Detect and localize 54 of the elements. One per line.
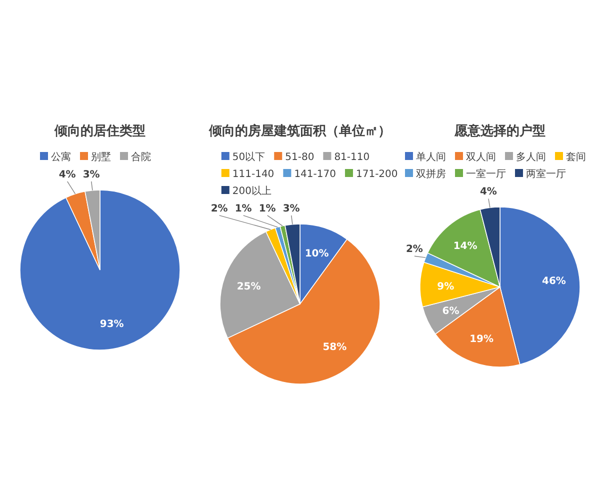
data-label: 93%: [100, 319, 124, 330]
legend-label: 51-80: [285, 152, 314, 163]
legend-label: 200以上: [232, 185, 272, 197]
chart-title: 倾向的居住类型: [54, 124, 146, 139]
data-label: 3%: [82, 169, 100, 180]
legend-label: 别墅: [91, 152, 111, 163]
data-label: 9%: [437, 281, 454, 292]
legend-item: 双人间: [455, 152, 496, 163]
legend-item: 51-80: [274, 152, 314, 163]
data-label: 2%: [210, 203, 228, 214]
data-label: 25%: [236, 282, 261, 293]
data-label: 3%: [282, 203, 300, 214]
legend-label: 套间: [566, 151, 586, 163]
legend-item: 81-110: [323, 152, 370, 163]
legend-item: 两室一厅: [515, 169, 566, 180]
data-label: 6%: [442, 306, 460, 318]
legend-item: 141-170: [283, 169, 336, 180]
legend-label: 公寓: [51, 151, 71, 163]
legend-label: 两室一厅: [526, 168, 566, 180]
data-label: 58%: [322, 342, 347, 353]
legend-item: 单人间: [405, 152, 446, 163]
legend-item: 套间: [555, 152, 586, 163]
data-label: 4%: [480, 186, 497, 198]
legend-item: 双拼房: [405, 169, 446, 180]
legend-item: 171-200: [344, 169, 398, 180]
chart-title: 愿意选择的户型: [454, 123, 546, 139]
data-label: 1%: [234, 203, 252, 214]
legend-item: 合院: [120, 152, 151, 163]
legend-label: 单人间: [416, 151, 446, 163]
legend-item: 一室一厅: [455, 169, 506, 180]
data-label: 14%: [453, 241, 478, 252]
data-label: 4%: [58, 169, 76, 180]
legend-label: 141-170: [294, 169, 336, 180]
data-label: 1%: [258, 203, 276, 214]
legend-label: 111-140: [232, 169, 274, 180]
legend-item: 公寓: [40, 152, 71, 163]
legend-item: 多人间: [505, 152, 546, 163]
legend-item: 200以上: [221, 186, 272, 197]
legend-label: 双拼房: [416, 168, 446, 180]
data-label: 19%: [470, 334, 494, 346]
data-label: 46%: [542, 276, 566, 288]
legend-label: 一室一厅: [466, 168, 506, 180]
legend-label: 50以下: [232, 151, 266, 163]
legend-label: 多人间: [516, 151, 546, 163]
data-label: 10%: [304, 248, 329, 260]
legend-label: 81-110: [334, 152, 370, 163]
legend-item: 50以下: [221, 152, 266, 163]
chart-title: 倾向的房屋建筑面积（单位㎡）: [208, 123, 391, 139]
legend-label: 双人间: [466, 151, 496, 163]
legend-item: 111-140: [221, 169, 274, 180]
data-label: 2%: [406, 244, 423, 256]
legend-item: 别墅: [80, 152, 111, 163]
legend-label: 171-200: [356, 169, 398, 180]
legend-label: 合院: [131, 151, 151, 163]
